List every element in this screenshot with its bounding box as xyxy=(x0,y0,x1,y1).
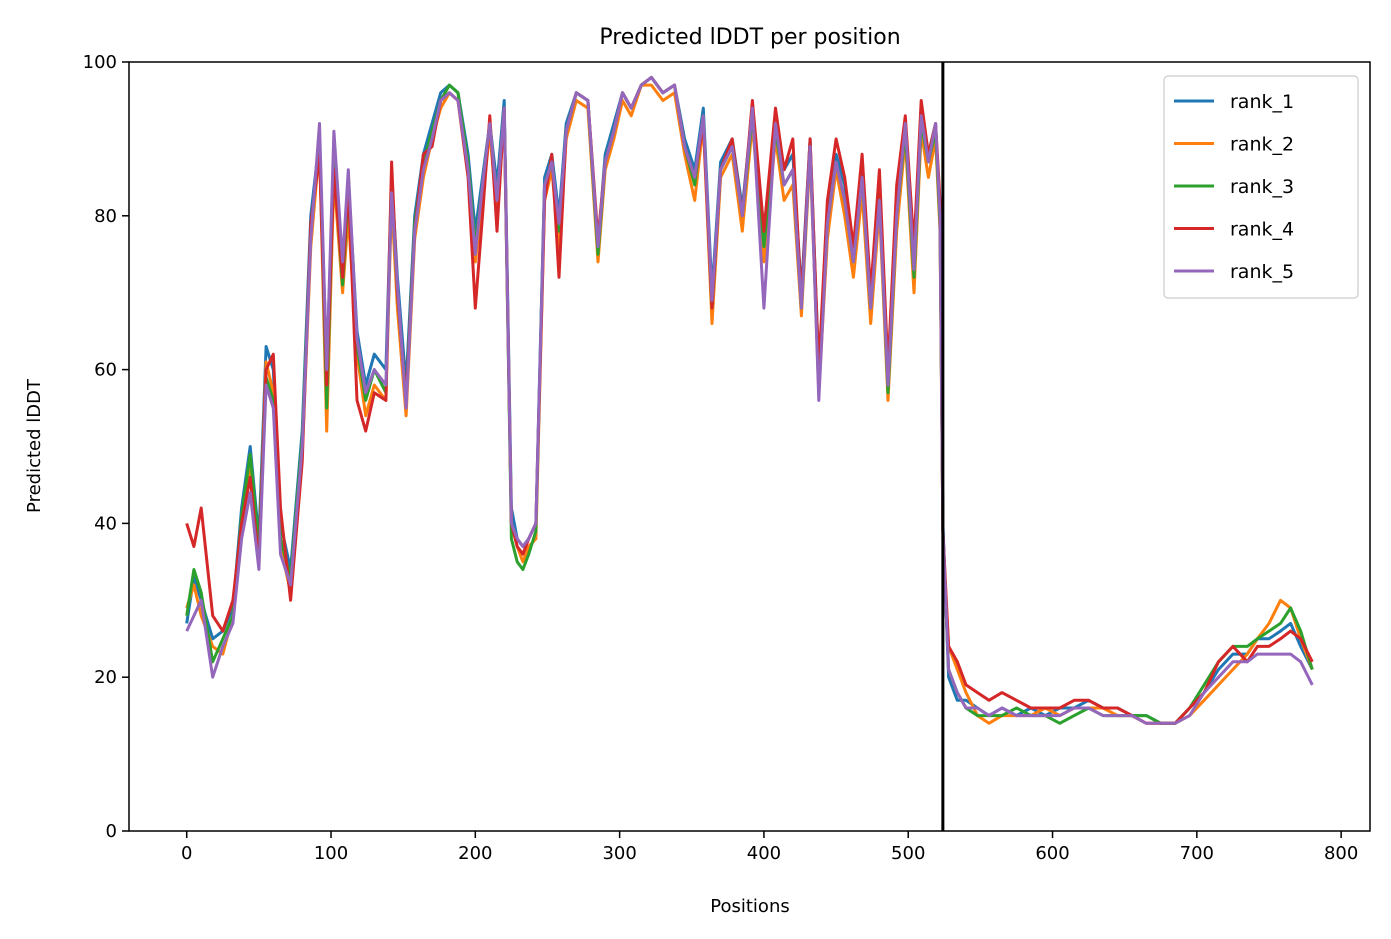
legend-label-rank_3: rank_3 xyxy=(1230,176,1294,198)
legend-label-rank_1: rank_1 xyxy=(1230,91,1294,113)
y-axis-label: Predicted lDDT xyxy=(24,378,45,513)
y-tick-label: 60 xyxy=(94,360,117,381)
x-axis: 0 100 200 300 400 500 600 700 800 xyxy=(181,831,1358,864)
y-tick-label: 100 xyxy=(83,52,117,73)
x-tick-label: 400 xyxy=(747,843,781,864)
series-line-rank_4 xyxy=(185,75,1314,725)
plot-lines xyxy=(185,62,1314,831)
series-line-rank_2 xyxy=(185,83,1314,725)
x-tick-label: 800 xyxy=(1324,843,1358,864)
legend-label-rank_5: rank_5 xyxy=(1230,261,1294,283)
x-tick-label: 100 xyxy=(314,843,348,864)
legend-box xyxy=(1163,75,1359,299)
x-tick-label: 500 xyxy=(891,843,925,864)
x-axis-label: Positions xyxy=(710,896,789,917)
y-tick-label: 0 xyxy=(106,821,117,842)
x-tick-label: 0 xyxy=(181,843,192,864)
plot-frame xyxy=(128,61,1371,832)
series-line-rank_5 xyxy=(185,75,1314,725)
legend: rank_1 rank_2 rank_3 rank_4 rank_5 xyxy=(1163,75,1359,299)
x-tick-label: 300 xyxy=(602,843,636,864)
y-tick-label: 80 xyxy=(94,206,117,227)
legend-label-rank_2: rank_2 xyxy=(1230,134,1294,156)
y-axis: 0 20 40 60 80 100 xyxy=(83,52,129,842)
chart-title: Predicted lDDT per position xyxy=(599,25,900,50)
y-tick-label: 40 xyxy=(94,513,117,534)
legend-label-rank_4: rank_4 xyxy=(1230,219,1294,241)
y-tick-label: 20 xyxy=(94,667,117,688)
x-tick-label: 600 xyxy=(1035,843,1069,864)
x-tick-label: 700 xyxy=(1180,843,1214,864)
x-tick-label: 200 xyxy=(458,843,492,864)
